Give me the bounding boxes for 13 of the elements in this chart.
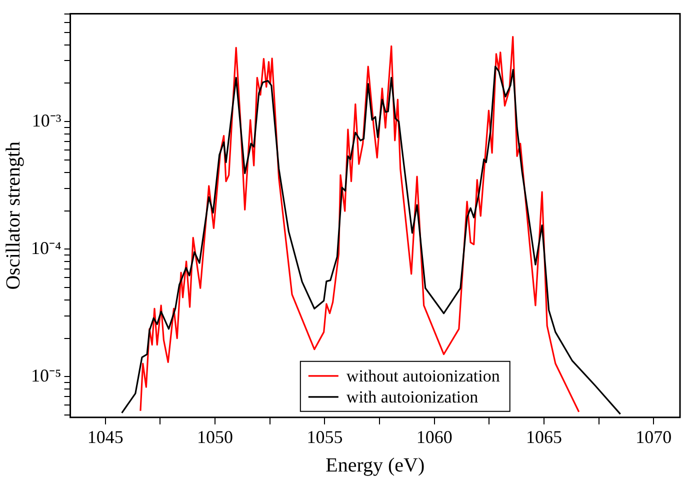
x-tick-label: 1055 [306, 426, 343, 447]
y-tick-label: 10⁻³ [32, 110, 62, 130]
legend-label: without autoionization [346, 366, 500, 386]
x-axis-title: Energy (eV) [326, 454, 425, 476]
x-tick-label: 1045 [87, 426, 124, 447]
y-axis-title: Oscillator strength [2, 141, 24, 290]
x-tick-label: 1060 [416, 426, 452, 447]
x-tick-label: 1050 [197, 426, 234, 447]
y-tick-label: 10⁻⁵ [30, 365, 62, 386]
x-tick-label: 1065 [526, 426, 562, 447]
x-tick-label: 1070 [636, 426, 672, 447]
legend-label: with autoionization [346, 387, 479, 406]
y-tick-label: 10⁻⁴ [30, 238, 62, 258]
